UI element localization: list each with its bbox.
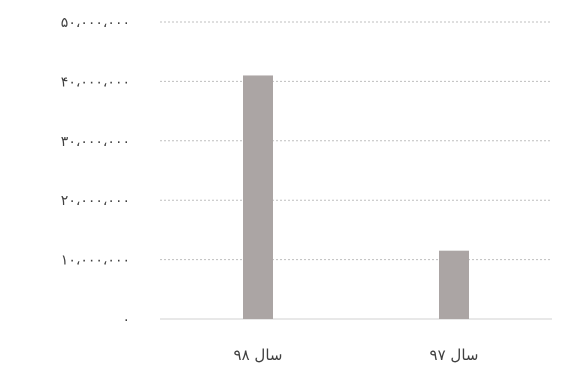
bar (243, 75, 273, 320)
y-tick-label: ۰ (122, 312, 130, 328)
y-tick-label: ۵۰،۰۰۰،۰۰۰ (61, 15, 130, 31)
x-category-label: سال ۹۷ (430, 346, 479, 364)
x-category-label: سال ۹۸ (234, 346, 283, 364)
y-tick-label: ۲۰،۰۰۰،۰۰۰ (61, 193, 130, 209)
x-axis-categories: سال ۹۸ سال ۹۷ (234, 346, 479, 364)
y-tick-label: ۳۰،۰۰۰،۰۰۰ (61, 134, 130, 150)
gridlines (160, 21, 552, 320)
bars (243, 75, 469, 320)
bar (439, 250, 469, 319)
y-tick-label: ۱۰،۰۰۰،۰۰۰ (61, 253, 130, 269)
y-tick-label: ۴۰،۰۰۰،۰۰۰ (61, 74, 130, 90)
y-axis-ticks: ۰ ۱۰،۰۰۰،۰۰۰ ۲۰،۰۰۰،۰۰۰ ۳۰،۰۰۰،۰۰۰ ۴۰،۰۰۰،۰۰… (61, 15, 130, 328)
